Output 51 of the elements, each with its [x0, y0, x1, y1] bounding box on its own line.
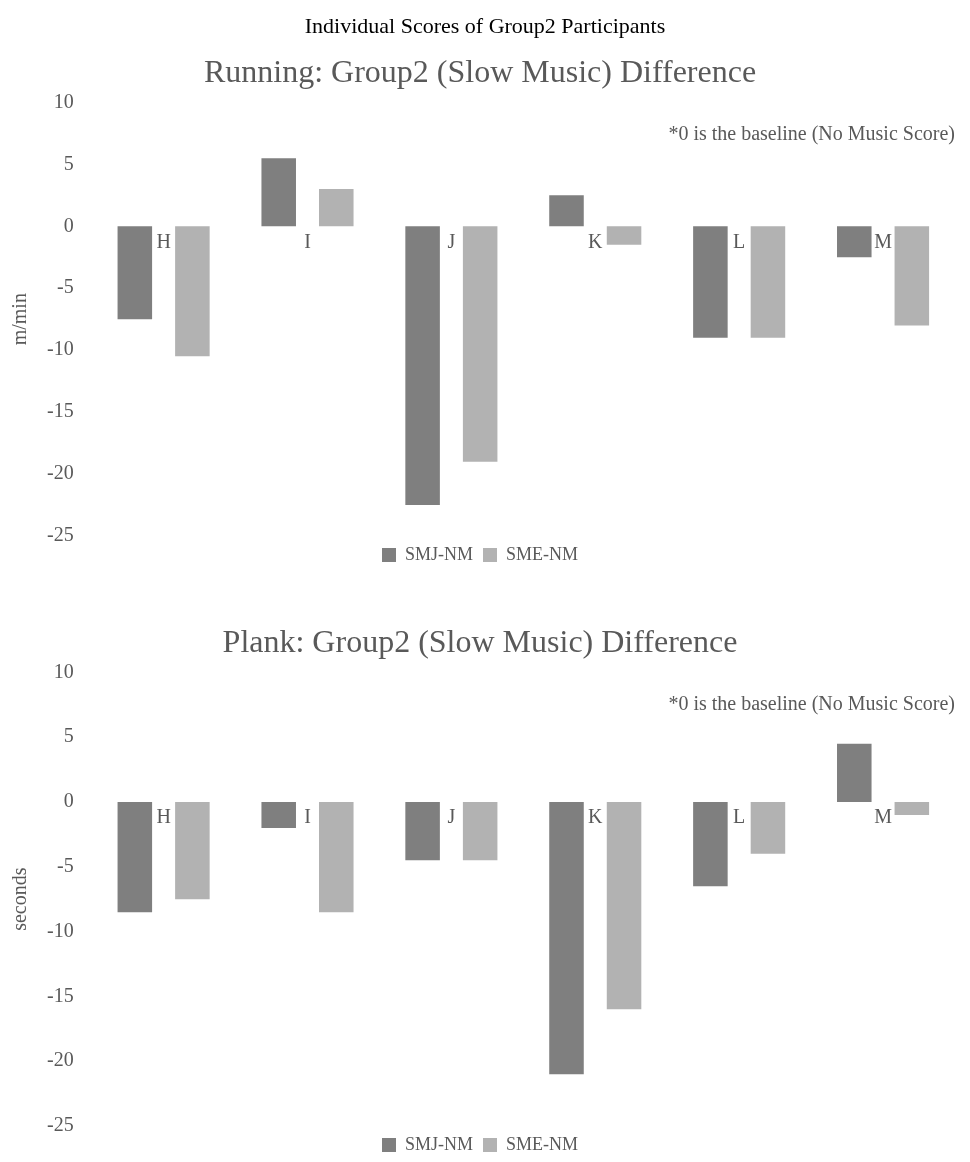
x-tick-label: M: [874, 805, 893, 828]
bar: [175, 226, 210, 357]
bar: [261, 158, 296, 227]
y-tick-label: 10: [53, 659, 74, 682]
y-tick-label: 0: [63, 789, 74, 812]
bar: [837, 226, 872, 258]
bar: [549, 195, 584, 227]
x-tick-label: I: [304, 229, 311, 252]
annotation: *0 is the baseline (No Music Score): [668, 121, 955, 145]
x-tick-label: I: [304, 805, 311, 828]
x-tick-label: K: [588, 805, 604, 828]
bar: [405, 226, 440, 506]
x-tick-label: H: [156, 805, 171, 828]
bar: [894, 226, 930, 326]
legend-label: SMJ-NM: [404, 543, 474, 564]
y-tick-label: 10: [53, 89, 74, 112]
y-tick-label: -5: [56, 275, 74, 298]
bar: [462, 226, 498, 462]
y-axis-title: m/min: [8, 293, 31, 346]
legend-label: SME-NM: [506, 543, 579, 564]
bar: [606, 226, 642, 245]
y-tick-label: 0: [63, 213, 74, 236]
chart-title: Running: Group2 (Slow Music) Difference: [203, 52, 757, 89]
y-tick-label: -25: [46, 1113, 74, 1136]
bar: [319, 189, 354, 227]
x-tick-label: K: [588, 229, 604, 252]
text: Individual Scores of Group2 Participants: [303, 12, 667, 40]
x-tick-label: L: [733, 229, 746, 252]
y-tick-label: -5: [56, 854, 74, 877]
x-tick-label: J: [447, 229, 456, 252]
annotation: *0 is the baseline (No Music Score): [668, 691, 955, 715]
y-tick-label: -10: [46, 337, 74, 360]
y-tick-label: -15: [46, 983, 74, 1006]
legend-label: SMJ-NM: [404, 1133, 474, 1154]
x-tick-label: M: [874, 229, 893, 252]
y-tick-label: 5: [63, 151, 74, 174]
y-tick-label: -25: [46, 523, 74, 546]
bar: [117, 226, 153, 320]
y-axis-title: seconds: [8, 867, 31, 931]
chart-title: Plank: Group2 (Slow Music) Difference: [222, 622, 738, 659]
y-tick-label: -20: [46, 461, 74, 484]
legend-label: SME-NM: [506, 1133, 579, 1154]
bar: [750, 226, 786, 338]
bar: [693, 226, 728, 338]
x-tick-label: H: [156, 229, 171, 252]
x-tick-label: L: [733, 805, 746, 828]
y-tick-label: -20: [46, 1048, 74, 1071]
y-tick-label: 5: [63, 724, 74, 747]
y-tick-label: -10: [46, 918, 74, 941]
y-tick-label: -15: [46, 399, 74, 422]
x-tick-label: J: [447, 805, 456, 828]
